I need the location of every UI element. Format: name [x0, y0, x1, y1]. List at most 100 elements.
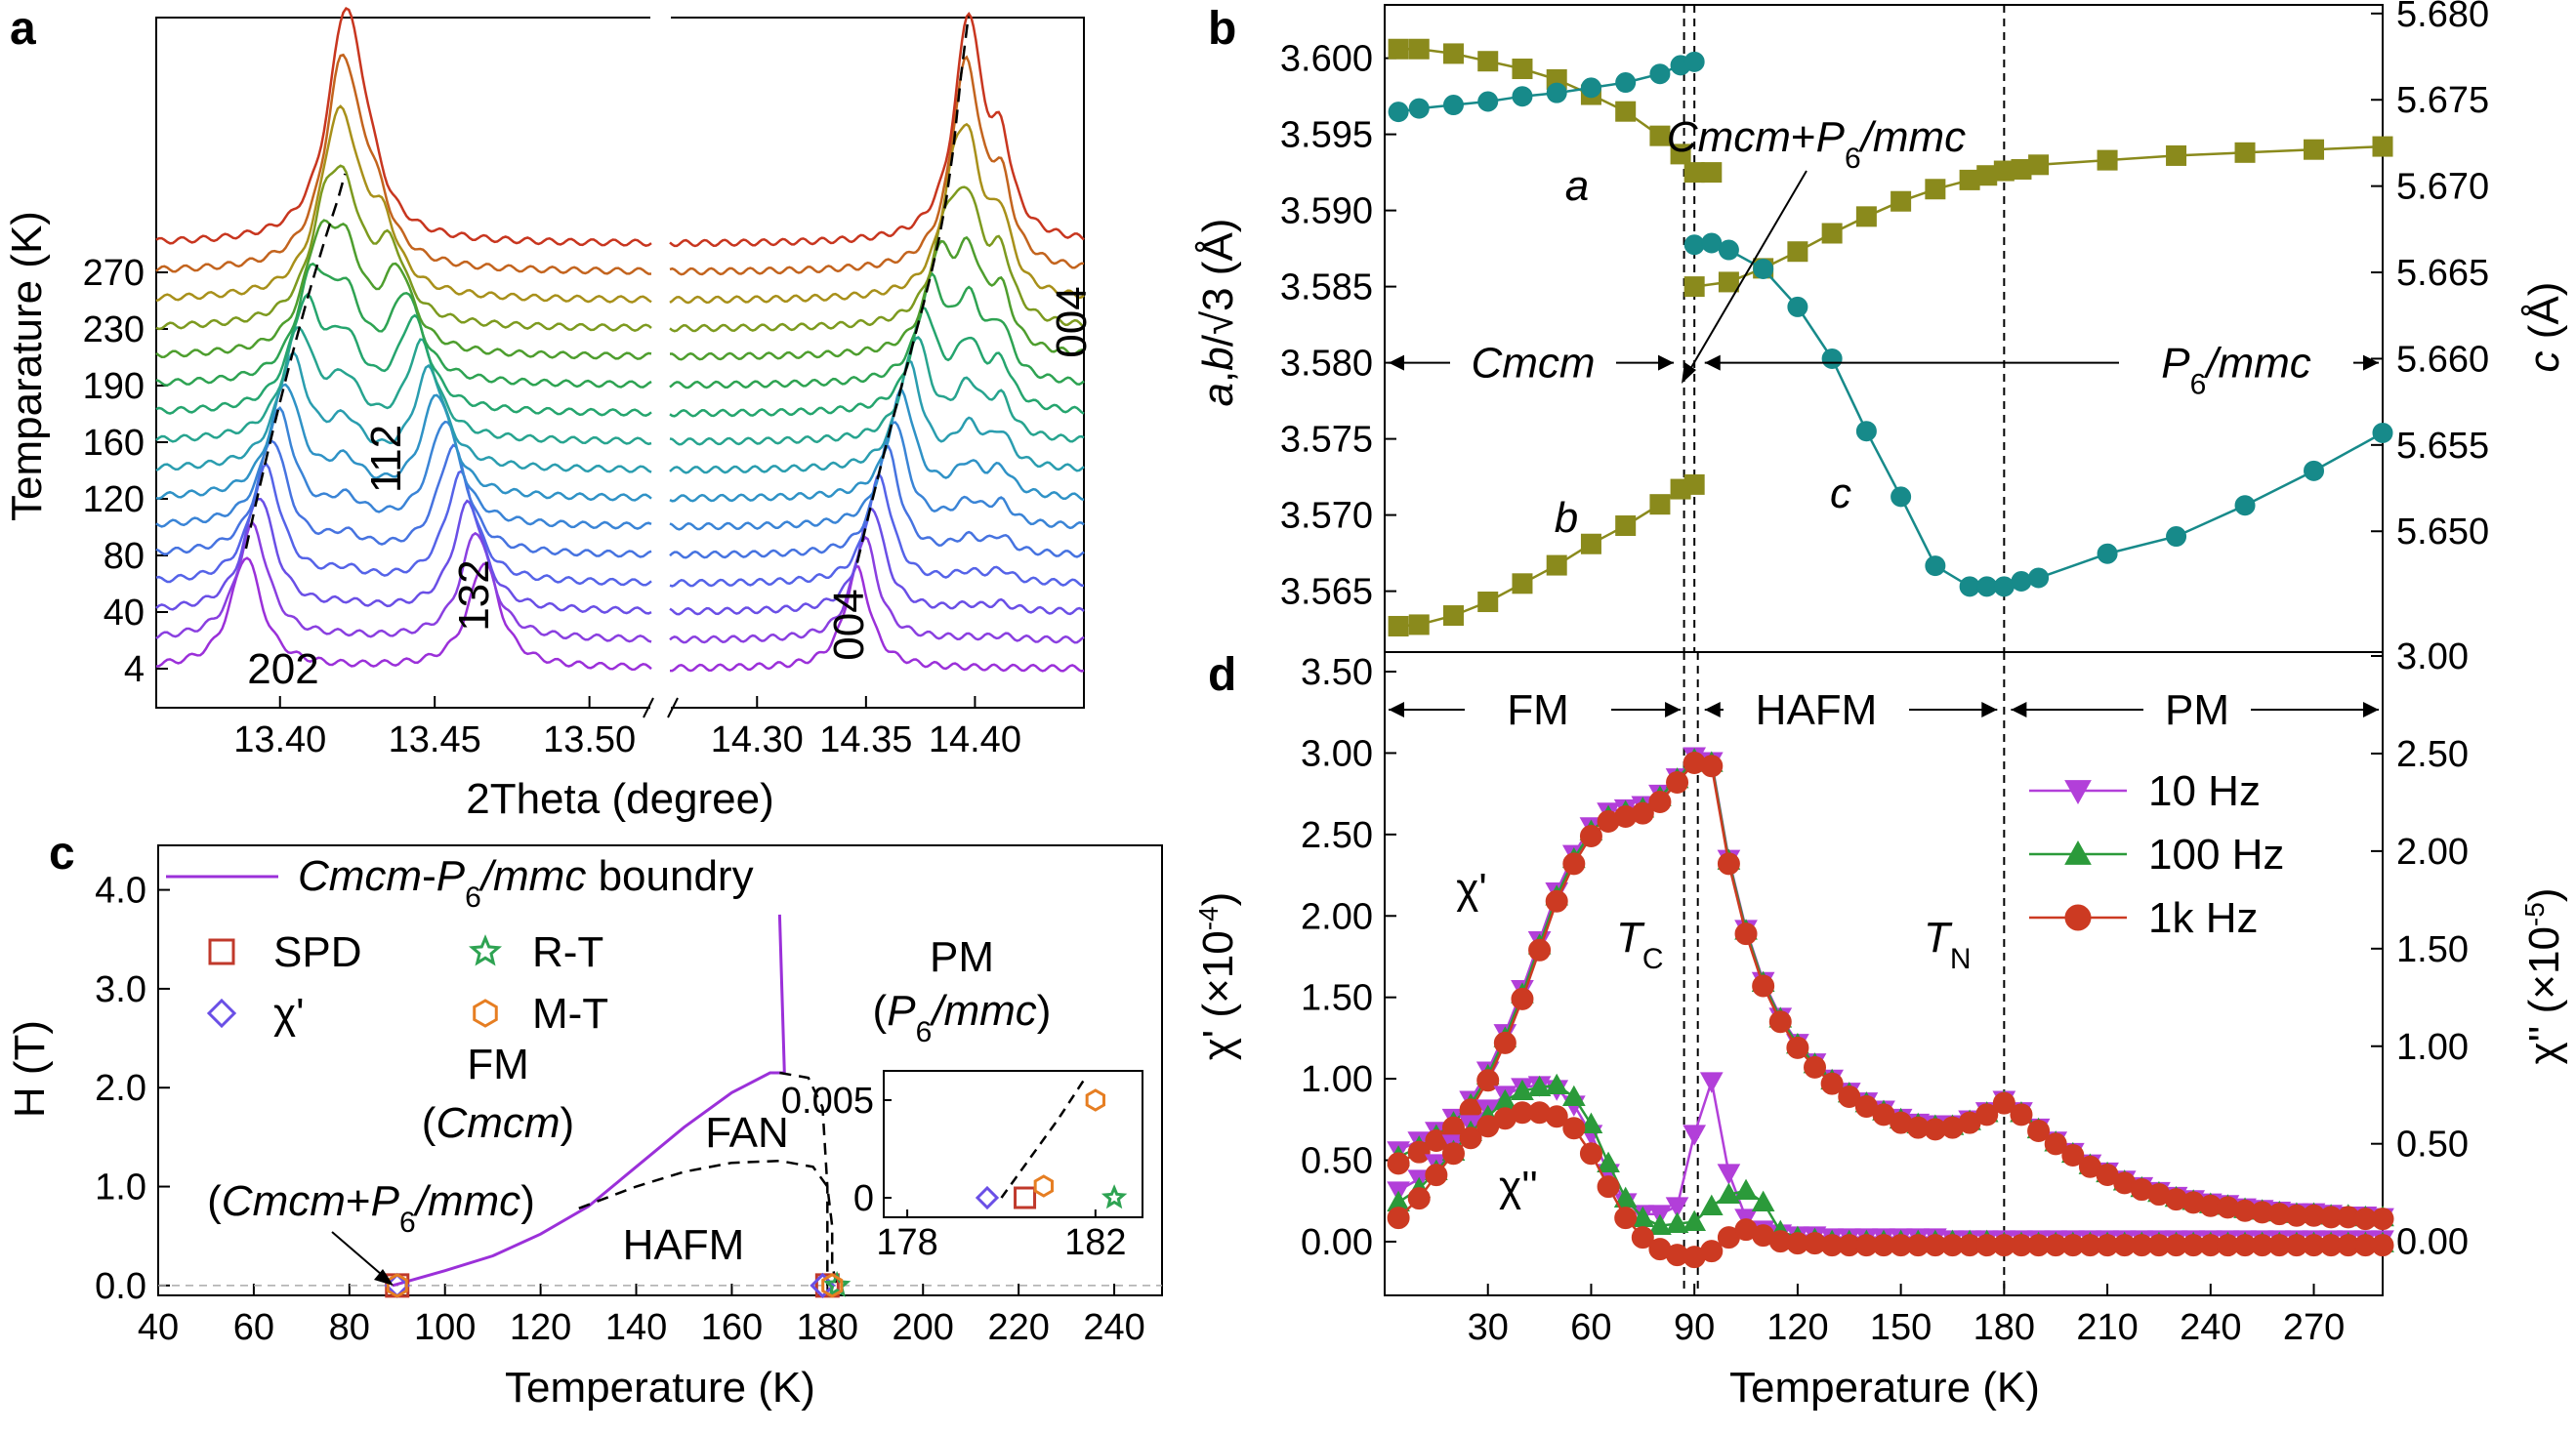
xrd-curve-left	[155, 104, 652, 304]
data-point	[1597, 1151, 1620, 1172]
data-point	[1511, 1079, 1534, 1101]
y-tick-label-right: 0.50	[2396, 1125, 2469, 1166]
data-point	[1545, 889, 1568, 913]
x-tick-label: 14.30	[711, 719, 804, 760]
inset-dashed	[1000, 1076, 1088, 1199]
y-tick-label-right: 0.00	[2396, 1222, 2469, 1263]
label-bg	[1724, 680, 1909, 739]
peak-label: 112	[362, 425, 410, 493]
xrd-curve-right	[669, 358, 1085, 474]
data-point-c	[2011, 571, 2032, 593]
x-tick-label: 40	[138, 1307, 179, 1348]
data-point-c	[2028, 567, 2050, 589]
label-tc: TC	[1616, 914, 1664, 975]
data-point	[1665, 1197, 1689, 1218]
data-point	[1699, 1072, 1724, 1093]
data-point-a	[1683, 276, 1705, 298]
legend-label-chi: χ'	[273, 990, 305, 1038]
xrd-curve-right	[669, 535, 1085, 644]
data-point-SPD	[814, 1273, 840, 1298]
x-tick-label: 240	[1083, 1307, 1144, 1348]
y-axis-label-left: a,b/√3 (Å)	[1194, 219, 1242, 407]
series-label-c: c	[1830, 470, 1851, 517]
data-point-b	[1649, 494, 1671, 515]
data-point	[1734, 1178, 1758, 1200]
x-tick-label: 120	[510, 1307, 571, 1348]
data-point-c	[1855, 421, 1877, 442]
xrd-curve-right	[669, 389, 1085, 503]
plot-frame-d	[1384, 651, 2384, 1296]
legend-marker-chi	[206, 998, 237, 1029]
xrd-curve-left	[155, 497, 652, 615]
data-point-a	[2234, 142, 2256, 163]
data-point	[2371, 1234, 2394, 1257]
pointer-head	[1682, 362, 1696, 384]
xrd-curve-right	[669, 55, 1085, 276]
data-point	[1838, 1085, 1861, 1108]
y-tick-label: 270	[83, 253, 145, 294]
data-point-a	[1442, 43, 1464, 64]
data-point-c	[1976, 576, 1998, 597]
xrd-curve-left	[155, 262, 652, 389]
xrd-curve-left	[155, 326, 652, 446]
data-point-a	[1821, 223, 1843, 244]
y-tick-label-right: 1.00	[2396, 1027, 2469, 1068]
data-point	[1666, 770, 1689, 794]
data-point-a	[1976, 165, 1998, 186]
peak-label: 202	[247, 645, 318, 693]
legend-label-spd: SPD	[273, 928, 361, 976]
label-tn: TN	[1924, 914, 1972, 975]
xrd-curve-right	[669, 12, 1085, 248]
x-tick-label: 60	[1570, 1307, 1611, 1348]
data-point-c	[1580, 77, 1601, 99]
series-line	[1397, 758, 2383, 1219]
plot-frame-a	[155, 17, 1085, 709]
label-bg	[2119, 328, 2353, 388]
y-tick-label-left: 0.00	[1301, 1222, 1373, 1263]
data-point	[1700, 755, 1724, 778]
y-tick-label: 4	[124, 649, 145, 690]
phase-label-cmcm: Cmcm	[1471, 340, 1595, 388]
y-tick-label: 4.0	[95, 871, 146, 912]
data-point-b	[1442, 605, 1464, 627]
data-point	[2027, 1119, 2051, 1142]
y-tick-label: 2.0	[95, 1068, 146, 1109]
data-point-a	[1959, 169, 1980, 190]
data-point-a	[1683, 162, 1705, 184]
y-tick-label: 3.0	[95, 969, 146, 1010]
data-point-c	[1683, 51, 1705, 72]
data-point	[1683, 1125, 1707, 1146]
data-point-c	[1701, 232, 1723, 254]
panel-b: 3.565 3.570 3.575 3.580 3.585 3.590 3.595 3.600…	[1194, 0, 2568, 653]
data-point-a	[1477, 51, 1499, 72]
x-tick-label: 240	[2180, 1307, 2241, 1348]
data-point-c	[1683, 234, 1705, 256]
data-point-c	[1753, 259, 1774, 280]
y-tick-label: 190	[83, 366, 145, 407]
data-point-M-T	[821, 1273, 844, 1298]
data-point-a	[1787, 241, 1808, 263]
y-tick-label: 80	[104, 536, 145, 577]
data-point	[1387, 1152, 1410, 1175]
y-axis-label: H (T)	[6, 1020, 54, 1118]
legend-marker	[2064, 840, 2092, 865]
x-tick-label: 180	[797, 1307, 858, 1348]
data-point	[1562, 1117, 1586, 1140]
y-tick-label-left: 3.575	[1280, 420, 1373, 461]
data-point	[1717, 1164, 1741, 1185]
xrd-curve-right	[669, 336, 1085, 446]
y-tick-label-right: 5.660	[2396, 339, 2489, 380]
legend-marker-rt	[468, 934, 503, 966]
xrd-curve-left	[155, 406, 652, 530]
xrd-curve-left	[155, 383, 652, 502]
data-point	[1648, 1213, 1672, 1235]
region-label-mixed: (Cmcm+P6/mmc)	[207, 1177, 535, 1239]
peak-trace-dashed	[855, 16, 970, 563]
y-tick-label: 40	[104, 593, 145, 634]
fan-boundary-dashed	[578, 1159, 839, 1287]
peak-trace-dashed	[244, 173, 347, 550]
data-point-c	[1477, 91, 1499, 112]
x-tick-label: 13.40	[233, 719, 326, 760]
xrd-curve-left	[155, 462, 652, 587]
data-point	[1717, 1182, 1741, 1204]
